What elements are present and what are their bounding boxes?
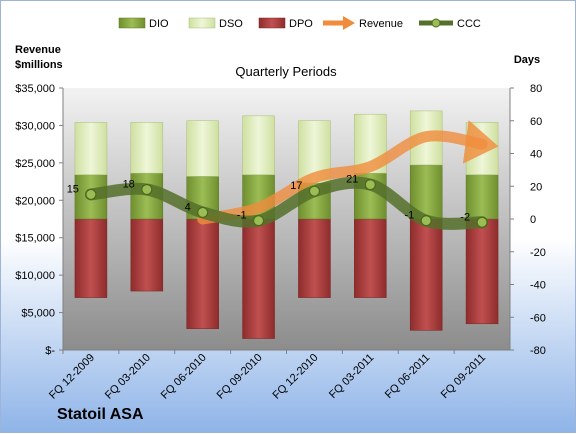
- ccc-point: [476, 216, 488, 228]
- x-axis-tick-label: FQ 06-2010: [159, 352, 209, 402]
- legend-marker: [431, 18, 441, 28]
- legend-label: DSO: [219, 18, 243, 30]
- ccc-point: [308, 185, 321, 197]
- bar-dso: [130, 122, 164, 174]
- right-axis-title: Days: [514, 54, 540, 66]
- left-axis-tick-label: $35,000: [15, 83, 55, 95]
- x-axis-tick-label: FQ 03-2011: [327, 352, 376, 401]
- left-axis-title-line-2: $millions: [15, 59, 63, 71]
- left-axis-tick-label: $5,000: [21, 308, 55, 320]
- left-axis-tick-label: $25,000: [15, 158, 55, 170]
- legend-swatch: [118, 17, 146, 29]
- left-axis-tick-label: $15,000: [15, 233, 55, 245]
- bar-dpo: [465, 218, 499, 325]
- legend: DIO DSO DPO Revenue CCC: [118, 16, 481, 30]
- lines-layer: 15 18 4 -1 17 21 -1 -2: [67, 120, 499, 230]
- ccc-data-label: 18: [123, 179, 135, 191]
- right-axis-tick-label: 0: [530, 214, 536, 226]
- right-axis-tick-label: -80: [530, 345, 546, 357]
- right-axis-tick-label: 60: [530, 116, 542, 128]
- ccc-data-label: -2: [460, 211, 470, 223]
- left-axis-tick-label: $20,000: [15, 195, 55, 207]
- bar-dso: [74, 122, 108, 176]
- x-axis-tick-label: FQ 09-2010: [215, 352, 265, 402]
- legend-swatch: [258, 17, 286, 29]
- ccc-data-label: -1: [237, 210, 247, 222]
- ccc-data-label: -1: [404, 210, 414, 222]
- ccc-line: [84, 176, 489, 230]
- x-axis-tick-label: FQ 12-2010: [271, 352, 321, 402]
- bar-dso: [242, 115, 275, 176]
- legend-label: DPO: [289, 18, 313, 30]
- ccc-point: [85, 188, 97, 201]
- right-axis-tick-label: 20: [530, 181, 542, 193]
- legend-swatch: [188, 17, 216, 29]
- bar-dpo: [186, 218, 219, 329]
- legend-arrowhead: [343, 16, 355, 30]
- bar-dpo: [242, 218, 275, 339]
- legend-label: DIO: [149, 18, 169, 30]
- ccc-point: [141, 183, 153, 196]
- bar-dpo: [298, 218, 331, 298]
- ccc-data-label: 4: [185, 201, 191, 213]
- company-name: Statoil ASA: [57, 406, 144, 423]
- bar-dpo: [130, 218, 164, 292]
- ccc-data-label: 21: [346, 174, 358, 186]
- legend-label: Revenue: [359, 18, 403, 30]
- bar-dio: [465, 174, 499, 220]
- x-axis-tick-label: FQ 06-2011: [383, 352, 432, 401]
- ccc-data-label: 15: [67, 183, 79, 195]
- ccc-point: [197, 206, 209, 219]
- chart-subtitle: Quarterly Periods: [235, 64, 337, 79]
- right-axis-tick-label: -20: [530, 247, 546, 259]
- x-axis-tick-label: FQ 09-2011: [439, 352, 488, 401]
- revenue-line: [197, 120, 499, 225]
- bar-dpo: [409, 218, 443, 331]
- bar-dpo: [354, 218, 387, 298]
- right-axis-tick-label: -60: [530, 312, 546, 324]
- bar-dso: [186, 120, 219, 177]
- ccc-point: [364, 179, 376, 191]
- left-axis-title: Revenue $millions: [15, 44, 64, 71]
- legend-label: CCC: [457, 18, 481, 30]
- x-axis-tick-label: FQ 03-2010: [103, 352, 153, 402]
- ccc-point: [420, 215, 432, 227]
- right-axis-tick-label: 40: [530, 149, 542, 161]
- right-axis-tick-label: -40: [530, 280, 546, 292]
- left-axis-tick-label: $30,000: [15, 120, 55, 132]
- right-axis-tick-label: 80: [530, 83, 542, 95]
- left-axis-tick-label: $10,000: [15, 270, 55, 282]
- left-axis-title-line-1: Revenue: [15, 44, 61, 56]
- left-axis-tick-label: $-: [45, 345, 55, 357]
- bar-dpo: [74, 218, 108, 298]
- ccc-point: [252, 215, 265, 227]
- ccc-data-label: 17: [290, 180, 302, 192]
- x-axis-tick-label: FQ 12-2009: [47, 352, 97, 402]
